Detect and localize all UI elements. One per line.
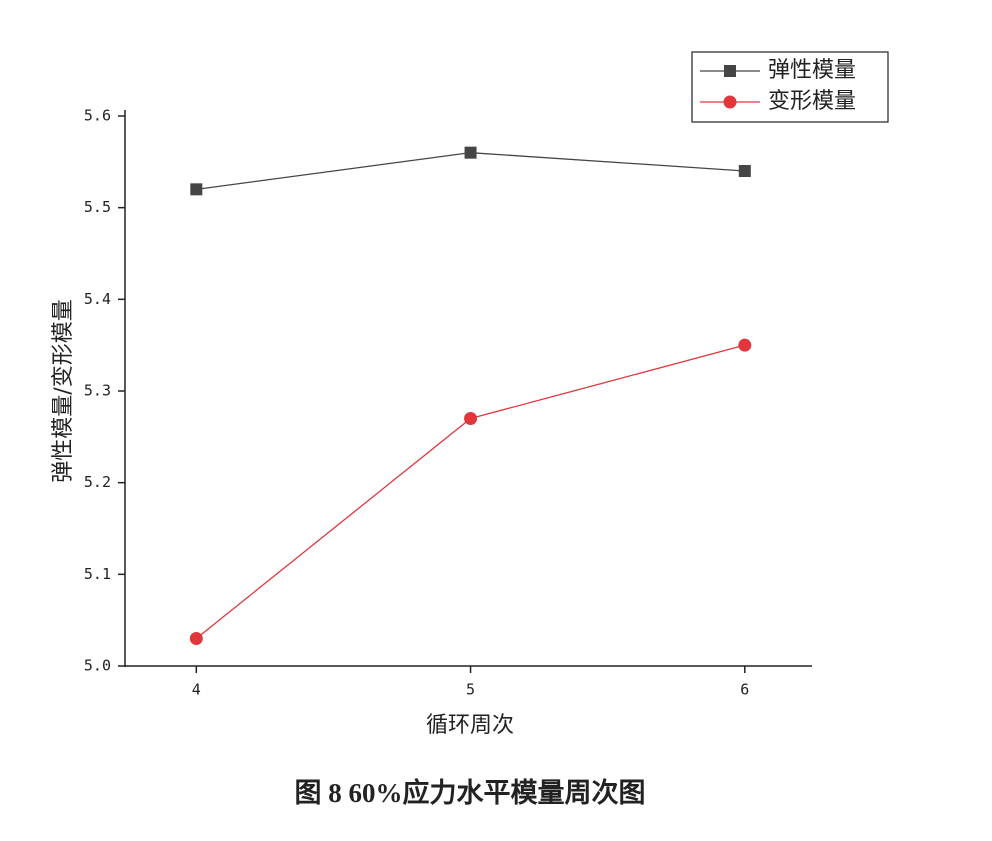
y-tick-label: 5.4 xyxy=(84,290,111,308)
legend-marker xyxy=(723,95,737,109)
legend-label: 弹性模量 xyxy=(768,58,856,83)
data-point xyxy=(190,183,203,196)
data-point xyxy=(189,632,203,645)
legend-box xyxy=(691,51,889,123)
data-point xyxy=(464,412,478,425)
y-axis-label: 弹性模量/变形模量 xyxy=(51,299,76,482)
y-tick-label: 5.6 xyxy=(84,107,111,125)
series-line xyxy=(195,344,745,640)
legend-label: 变形模量 xyxy=(768,89,856,114)
y-tick-label: 5.1 xyxy=(84,565,111,583)
y-tick-label: 5.0 xyxy=(84,657,111,675)
x-tick-label: 6 xyxy=(740,681,749,699)
legend-marker xyxy=(724,65,736,77)
caption: 图 8 60%应力水平模量周次图 xyxy=(295,777,646,808)
y-tick-label: 5.3 xyxy=(84,382,111,400)
y-tick-label: 5.2 xyxy=(84,473,111,491)
x-axis-label: 循环周次 xyxy=(426,713,514,738)
y-tick-label: 5.5 xyxy=(84,198,111,216)
data-point xyxy=(738,165,751,177)
x-tick-label: 5 xyxy=(466,681,475,699)
data-point xyxy=(738,338,752,352)
data-point xyxy=(464,146,477,159)
x-tick-label: 4 xyxy=(192,681,201,699)
